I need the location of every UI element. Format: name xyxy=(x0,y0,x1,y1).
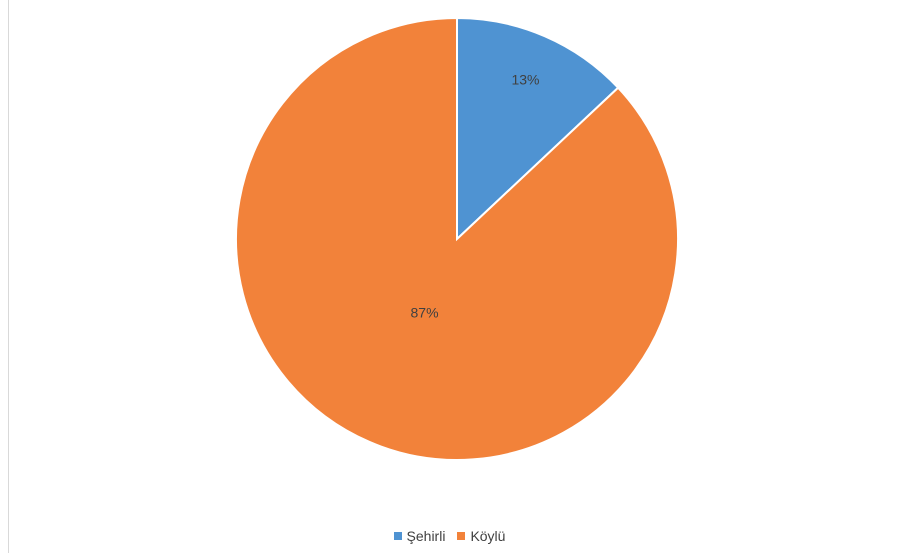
legend-swatch-sehirli xyxy=(393,532,402,540)
legend-label-sehirli: Şehirli xyxy=(406,528,446,544)
legend-label-koylu: Köylü xyxy=(470,528,506,544)
legend-item-koylu[interactable]: Köylü xyxy=(457,528,505,544)
data-label-koylu: 87% xyxy=(411,305,439,321)
pie-data-labels: 13% 87% xyxy=(411,72,540,321)
legend: Şehirli Köylü xyxy=(0,528,899,544)
legend-item-sehirli[interactable]: Şehirli xyxy=(393,528,446,544)
data-label-sehirli: 13% xyxy=(511,72,539,88)
pie-slices xyxy=(235,16,679,461)
pie-slice-sehirli[interactable] xyxy=(456,16,620,242)
pie-slice-koylu[interactable] xyxy=(235,16,679,461)
legend-swatch-koylu xyxy=(457,532,466,540)
chart-border xyxy=(8,0,9,553)
